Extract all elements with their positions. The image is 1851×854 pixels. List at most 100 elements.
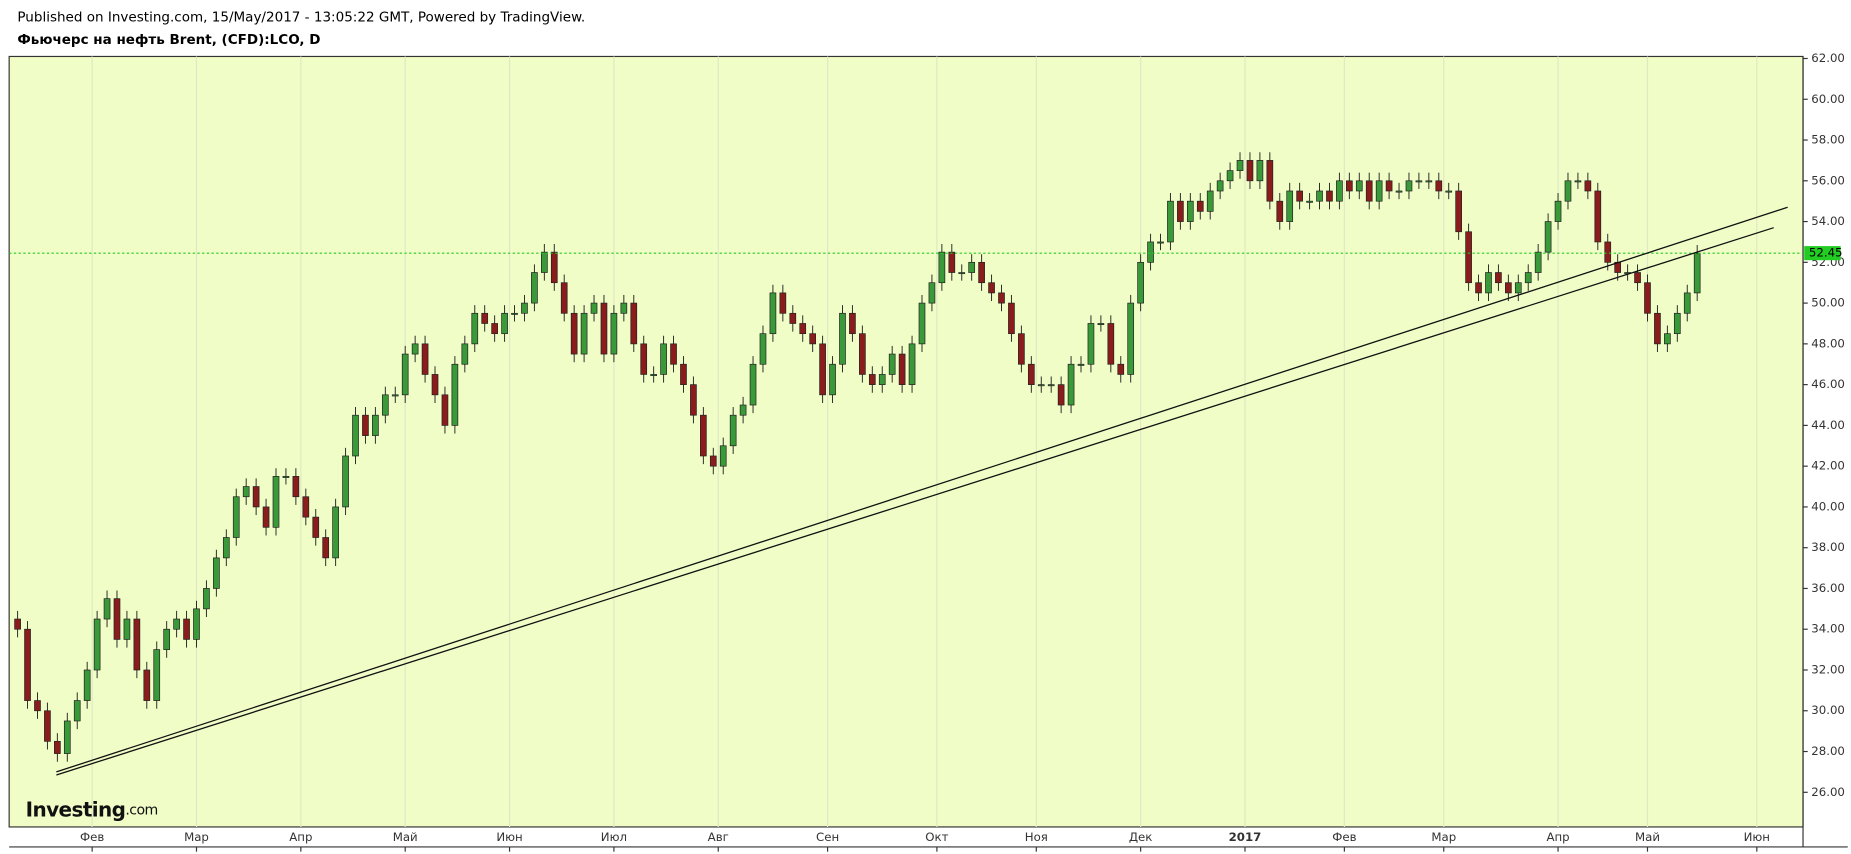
- candle-body: [799, 323, 807, 335]
- candle-body: [1375, 180, 1383, 202]
- candle-body: [1564, 180, 1572, 202]
- candle-body: [411, 343, 419, 355]
- candle-body: [1147, 241, 1154, 263]
- candle-body: [262, 506, 270, 528]
- candle-body: [83, 669, 91, 701]
- candle-body: [590, 302, 598, 314]
- candle-body: [461, 343, 469, 365]
- candle-body: [1177, 200, 1184, 222]
- candle-body: [511, 312, 518, 315]
- candle-body: [610, 312, 618, 355]
- candle-body: [322, 537, 330, 559]
- candle-body: [868, 374, 876, 385]
- candle-body: [1296, 190, 1303, 202]
- candle-body: [232, 496, 240, 538]
- candle-body: [620, 302, 628, 314]
- y-tick-label: 62.00: [1811, 51, 1845, 65]
- candle-body: [541, 251, 548, 273]
- candle-body: [471, 312, 479, 345]
- candle-body: [898, 353, 906, 385]
- candle-body: [163, 628, 171, 650]
- candle-body: [372, 414, 379, 436]
- candle-body: [1594, 190, 1602, 243]
- candle-body: [550, 251, 558, 284]
- candle-body: [73, 700, 81, 722]
- y-tick-label: 28.00: [1811, 744, 1845, 758]
- candle-body: [719, 445, 727, 467]
- candle-body: [1316, 190, 1323, 202]
- x-tick-label: Май: [393, 830, 418, 844]
- candle-body: [1326, 190, 1333, 202]
- last-price-label: 52.45: [1809, 246, 1843, 260]
- candle-body: [352, 414, 359, 457]
- y-tick-label: 38.00: [1811, 540, 1845, 554]
- candle-body: [401, 353, 409, 396]
- candle-body: [183, 618, 190, 640]
- candle-body: [1644, 282, 1651, 314]
- candle-body: [779, 292, 787, 314]
- candle-body: [54, 740, 61, 754]
- candle-body: [1425, 180, 1433, 183]
- candle-body: [570, 312, 578, 355]
- x-tick-label: Мар: [1431, 830, 1456, 844]
- candle-body: [63, 720, 71, 754]
- candle-body: [1544, 221, 1552, 253]
- x-tick-label: Мар: [184, 830, 209, 844]
- candle-body: [878, 374, 886, 385]
- candle-body: [769, 292, 777, 335]
- candle-body: [1673, 312, 1681, 335]
- candle-body: [988, 282, 995, 294]
- trend-line: [56, 227, 1774, 776]
- candle-body: [1485, 272, 1492, 294]
- candle-body: [700, 414, 707, 457]
- candle-body: [1405, 180, 1413, 192]
- candle-body: [1346, 180, 1353, 192]
- x-tick-label: Дек: [1129, 830, 1153, 844]
- x-tick-label: 2017: [1229, 830, 1262, 844]
- candle-body: [759, 333, 767, 365]
- candle-body: [729, 414, 737, 447]
- x-tick-label: Апр: [289, 830, 312, 844]
- candle-body: [1087, 323, 1095, 365]
- candle-body: [809, 333, 817, 345]
- candle-body: [839, 312, 846, 365]
- candle-body: [1266, 160, 1274, 202]
- candle-body: [1554, 200, 1562, 222]
- y-tick-label: 58.00: [1811, 133, 1845, 147]
- candle-body: [34, 700, 41, 712]
- symbol-title: Фьючерс на нефть Brent, (CFD):LCO, D: [17, 32, 320, 48]
- candle-body: [421, 343, 429, 375]
- candle-body: [560, 282, 568, 314]
- candle-body: [1097, 323, 1105, 326]
- x-tick-label: Сен: [816, 830, 839, 844]
- candle-body: [431, 374, 439, 396]
- candle-body: [143, 669, 151, 701]
- candle-body: [1057, 384, 1065, 406]
- candle-body: [193, 608, 200, 640]
- candle-body: [252, 486, 260, 508]
- candle-body: [709, 455, 717, 467]
- candle-body: [908, 343, 916, 385]
- candle-body: [1137, 261, 1144, 304]
- candle-body: [998, 292, 1005, 304]
- y-tick-label: 36.00: [1811, 581, 1845, 595]
- candle-body: [173, 618, 180, 630]
- candle-body: [1574, 180, 1582, 183]
- watermark-brand: Investing.com: [26, 797, 158, 821]
- candle-body: [918, 302, 926, 345]
- candle-body: [789, 312, 797, 324]
- candle-body: [849, 312, 856, 335]
- candle-body: [1435, 180, 1443, 192]
- candle-body: [213, 557, 220, 589]
- candle-body: [491, 323, 498, 335]
- candle-body: [1286, 190, 1294, 222]
- x-tick-label: Окт: [925, 830, 948, 844]
- candle-body: [1127, 302, 1135, 375]
- y-tick-label: 40.00: [1811, 499, 1845, 513]
- x-tick-label: Ноя: [1025, 830, 1048, 844]
- published-note: Published on Investing.com, 15/May/2017 …: [17, 10, 585, 26]
- candle-body: [1008, 302, 1015, 335]
- candle-body: [1246, 160, 1254, 182]
